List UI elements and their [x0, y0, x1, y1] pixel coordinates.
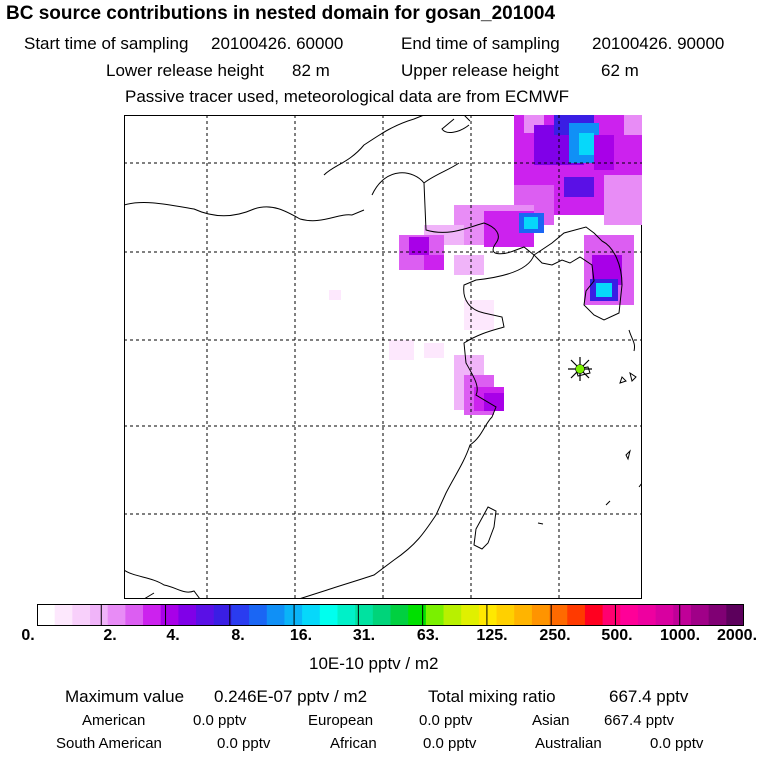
- colorbar-unit: 10E-10 pptv / m2: [309, 654, 439, 673]
- colorbar-cell: [213, 604, 233, 626]
- colorbar-tick-6: 63.: [416, 627, 440, 644]
- colorbar-cell: [178, 604, 197, 626]
- colorbar-cell: [231, 604, 250, 626]
- colorbar-cell: [690, 604, 710, 626]
- region-label-african: African: [330, 735, 377, 752]
- max-value: 0.246E-07 pptv / m2: [214, 687, 368, 706]
- plot-title: BC source contributions in nested domain…: [6, 3, 556, 24]
- colorbar-cell: [266, 604, 286, 626]
- lat-lon-grid: [124, 115, 642, 599]
- colorbar-cell: [90, 604, 109, 626]
- colorbar-cell: [160, 604, 180, 626]
- region-value-african: 0.0 pptv: [423, 735, 477, 752]
- colorbar-cell: [620, 604, 639, 626]
- colorbar-cell: [143, 604, 162, 626]
- lower-height-label: Lower release height: [106, 61, 264, 80]
- region-label-european: European: [308, 712, 374, 729]
- tracer-note: Passive tracer used, meteorological data…: [125, 87, 570, 106]
- coastline-mainland: [298, 172, 535, 599]
- colorbar-cell: [355, 604, 374, 626]
- colorbar-cell: [72, 604, 91, 626]
- end-time-label: End time of sampling: [401, 34, 560, 53]
- colorbar-cell: [125, 604, 144, 626]
- upper-height-label: Upper release height: [401, 61, 559, 80]
- region-label-australian: Australian: [535, 735, 602, 752]
- star-icon: [568, 357, 592, 381]
- colorbar-cell: [567, 604, 586, 626]
- colorbar-cell: [319, 604, 339, 626]
- colorbar-tick-7: 125.: [476, 627, 508, 644]
- colorbar-cell: [602, 604, 621, 626]
- colorbar-tick-11: 2000.: [716, 627, 758, 644]
- colorbar-frame: [37, 604, 744, 626]
- region-label-asian: Asian: [532, 712, 570, 729]
- colorbar-cell: [673, 604, 692, 626]
- total-mixing-value: 667.4 pptv: [609, 687, 689, 706]
- colorbar-cell: [390, 604, 409, 626]
- region-value-south-american: 0.0 pptv: [217, 735, 271, 752]
- plume-shanghai: [454, 355, 504, 415]
- max-value-label: Maximum value: [65, 687, 185, 706]
- lower-height-value: 82 m: [292, 61, 330, 80]
- colorbar-cells: [37, 604, 744, 626]
- colorbar-tick-0: 0.: [21, 627, 35, 644]
- colorbar-cell: [461, 604, 480, 626]
- colorbar-cell: [443, 604, 462, 626]
- region-value-australian: 0.0 pptv: [650, 735, 704, 752]
- colorbar-cell: [549, 604, 568, 626]
- region-label-south-american: South American: [56, 735, 162, 752]
- colorbar-cell: [196, 604, 215, 626]
- colorbar-cell: [478, 604, 498, 626]
- plume-korea: [584, 235, 634, 305]
- end-time-value: 20100426. 90000: [592, 34, 725, 53]
- region-label-american: American: [82, 712, 146, 729]
- coastline-korea: [533, 226, 623, 321]
- colorbar-tick-2: 4.: [166, 627, 180, 644]
- colorbar-dividers: [100, 604, 681, 626]
- upper-height-value: 62 m: [601, 61, 639, 80]
- colorbar-tick-9: 500.: [601, 627, 633, 644]
- colorbar-cell: [726, 604, 744, 626]
- islands-ryukyu: [537, 449, 642, 525]
- colorbar-cell: [302, 604, 321, 626]
- start-time-label: Start time of sampling: [24, 34, 189, 53]
- colorbar-cell: [372, 604, 392, 626]
- colorbar-cell: [637, 604, 657, 626]
- colorbar-cell: [584, 604, 604, 626]
- total-mixing-label: Total mixing ratio: [428, 687, 556, 706]
- colorbar-tick-5: 31.: [352, 627, 376, 644]
- colorbar-tick-10: 1000.: [659, 627, 701, 644]
- colorbar-cell: [708, 604, 727, 626]
- colorbar-cell: [425, 604, 445, 626]
- coastline-taiwan: [473, 506, 497, 550]
- colorbar-cell: [107, 604, 126, 626]
- region-value-european: 0.0 pptv: [419, 712, 473, 729]
- coastline-north: [124, 162, 460, 222]
- footprint-map: [124, 115, 642, 599]
- colorbar-cell: [249, 604, 268, 626]
- colorbar-tick-1: 2.: [103, 627, 117, 644]
- colorbar-cell: [54, 604, 73, 626]
- coastlines: [124, 115, 642, 599]
- colorbar-cell: [496, 604, 515, 626]
- coastline-northeast: [323, 115, 471, 176]
- region-value-asian: 667.4 pptv: [604, 712, 675, 729]
- colorbar: [37, 604, 744, 626]
- start-time-value: 20100426. 60000: [211, 34, 344, 53]
- colorbar-cell: [37, 604, 56, 626]
- colorbar-cell: [514, 604, 533, 626]
- colorbar-tick-3: 8.: [231, 627, 245, 644]
- colorbar-cell: [337, 604, 356, 626]
- region-value-american: 0.0 pptv: [193, 712, 247, 729]
- coastline-japan-kyushu: [619, 329, 637, 384]
- colorbar-cell: [408, 604, 427, 626]
- coastline-south: [124, 569, 201, 599]
- colorbar-tick-4: 16.: [289, 627, 313, 644]
- colorbar-cell: [655, 604, 674, 626]
- colorbar-tick-8: 250.: [539, 627, 571, 644]
- colorbar-cell: [531, 604, 551, 626]
